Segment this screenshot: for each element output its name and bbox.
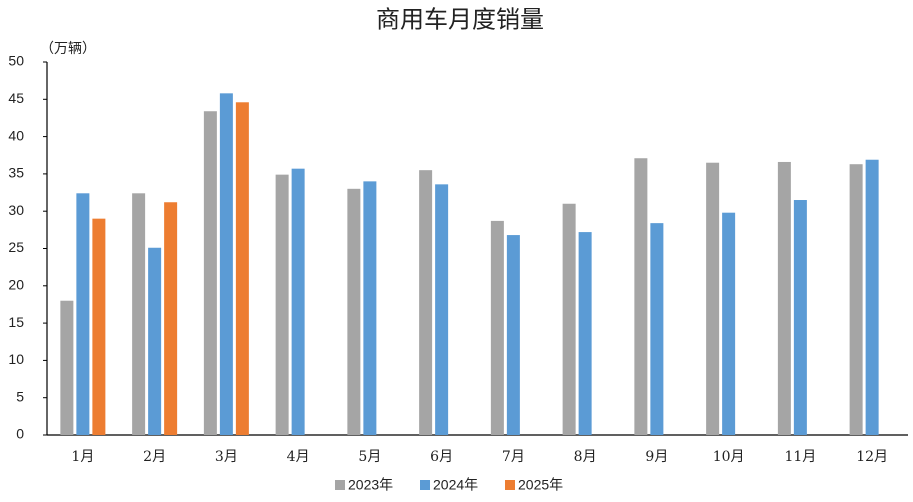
bar <box>235 102 249 435</box>
x-tick-label: 10月 <box>713 449 745 465</box>
bar <box>777 161 791 436</box>
y-tick-label: 20 <box>8 277 24 293</box>
y-tick-label: 0 <box>16 426 24 442</box>
legend-swatch <box>505 480 515 490</box>
bar <box>148 247 162 435</box>
bar <box>490 220 504 435</box>
bar <box>849 164 863 435</box>
chart-title: 商用车月度销量 <box>376 6 544 34</box>
x-tick-label: 5月 <box>358 449 381 465</box>
bar <box>132 193 146 435</box>
x-tick-label: 1月 <box>71 449 94 465</box>
bar <box>419 170 433 436</box>
x-tick-label: 9月 <box>645 449 668 465</box>
x-tick-label: 6月 <box>430 449 453 465</box>
bar <box>865 159 879 435</box>
y-tick-label: 5 <box>16 388 24 404</box>
x-tick-label: 8月 <box>574 449 597 465</box>
bar <box>291 168 305 436</box>
y-tick-label: 40 <box>8 127 24 143</box>
y-tick-label: 45 <box>8 90 24 106</box>
legend-label: 2024年 <box>433 477 478 493</box>
bar <box>793 200 807 435</box>
x-tick-label: 12月 <box>856 449 888 465</box>
bar <box>435 184 449 435</box>
legend-label: 2025年 <box>518 477 563 493</box>
bar <box>363 181 377 435</box>
y-tick-label: 25 <box>8 239 24 255</box>
bar <box>76 193 90 435</box>
x-tick-label: 2月 <box>143 449 166 465</box>
y-tick-label: 50 <box>8 53 24 69</box>
bar <box>219 93 233 435</box>
bar <box>650 223 664 435</box>
legend-swatch <box>420 480 430 490</box>
x-tick-label: 4月 <box>287 449 310 465</box>
bar <box>92 218 106 435</box>
bar <box>275 174 289 435</box>
bar <box>706 162 720 435</box>
bar <box>164 202 178 435</box>
bar <box>634 158 648 435</box>
y-tick-label: 15 <box>8 314 24 330</box>
y-tick-label: 30 <box>8 202 24 218</box>
bar <box>722 212 736 435</box>
x-tick-label: 3月 <box>215 449 238 465</box>
x-tick-label: 7月 <box>502 449 525 465</box>
bar <box>203 111 217 436</box>
legend-label: 2023年 <box>348 477 393 493</box>
bar <box>60 300 74 435</box>
bar <box>347 188 361 435</box>
bar <box>506 235 520 435</box>
y-tick-label: 35 <box>8 165 24 181</box>
x-tick-label: 11月 <box>784 449 816 465</box>
legend-swatch <box>335 480 345 490</box>
y-tick-label: 10 <box>8 351 24 367</box>
y-axis-label: （万辆） <box>40 41 96 57</box>
bar <box>562 203 576 435</box>
bar <box>578 232 592 435</box>
